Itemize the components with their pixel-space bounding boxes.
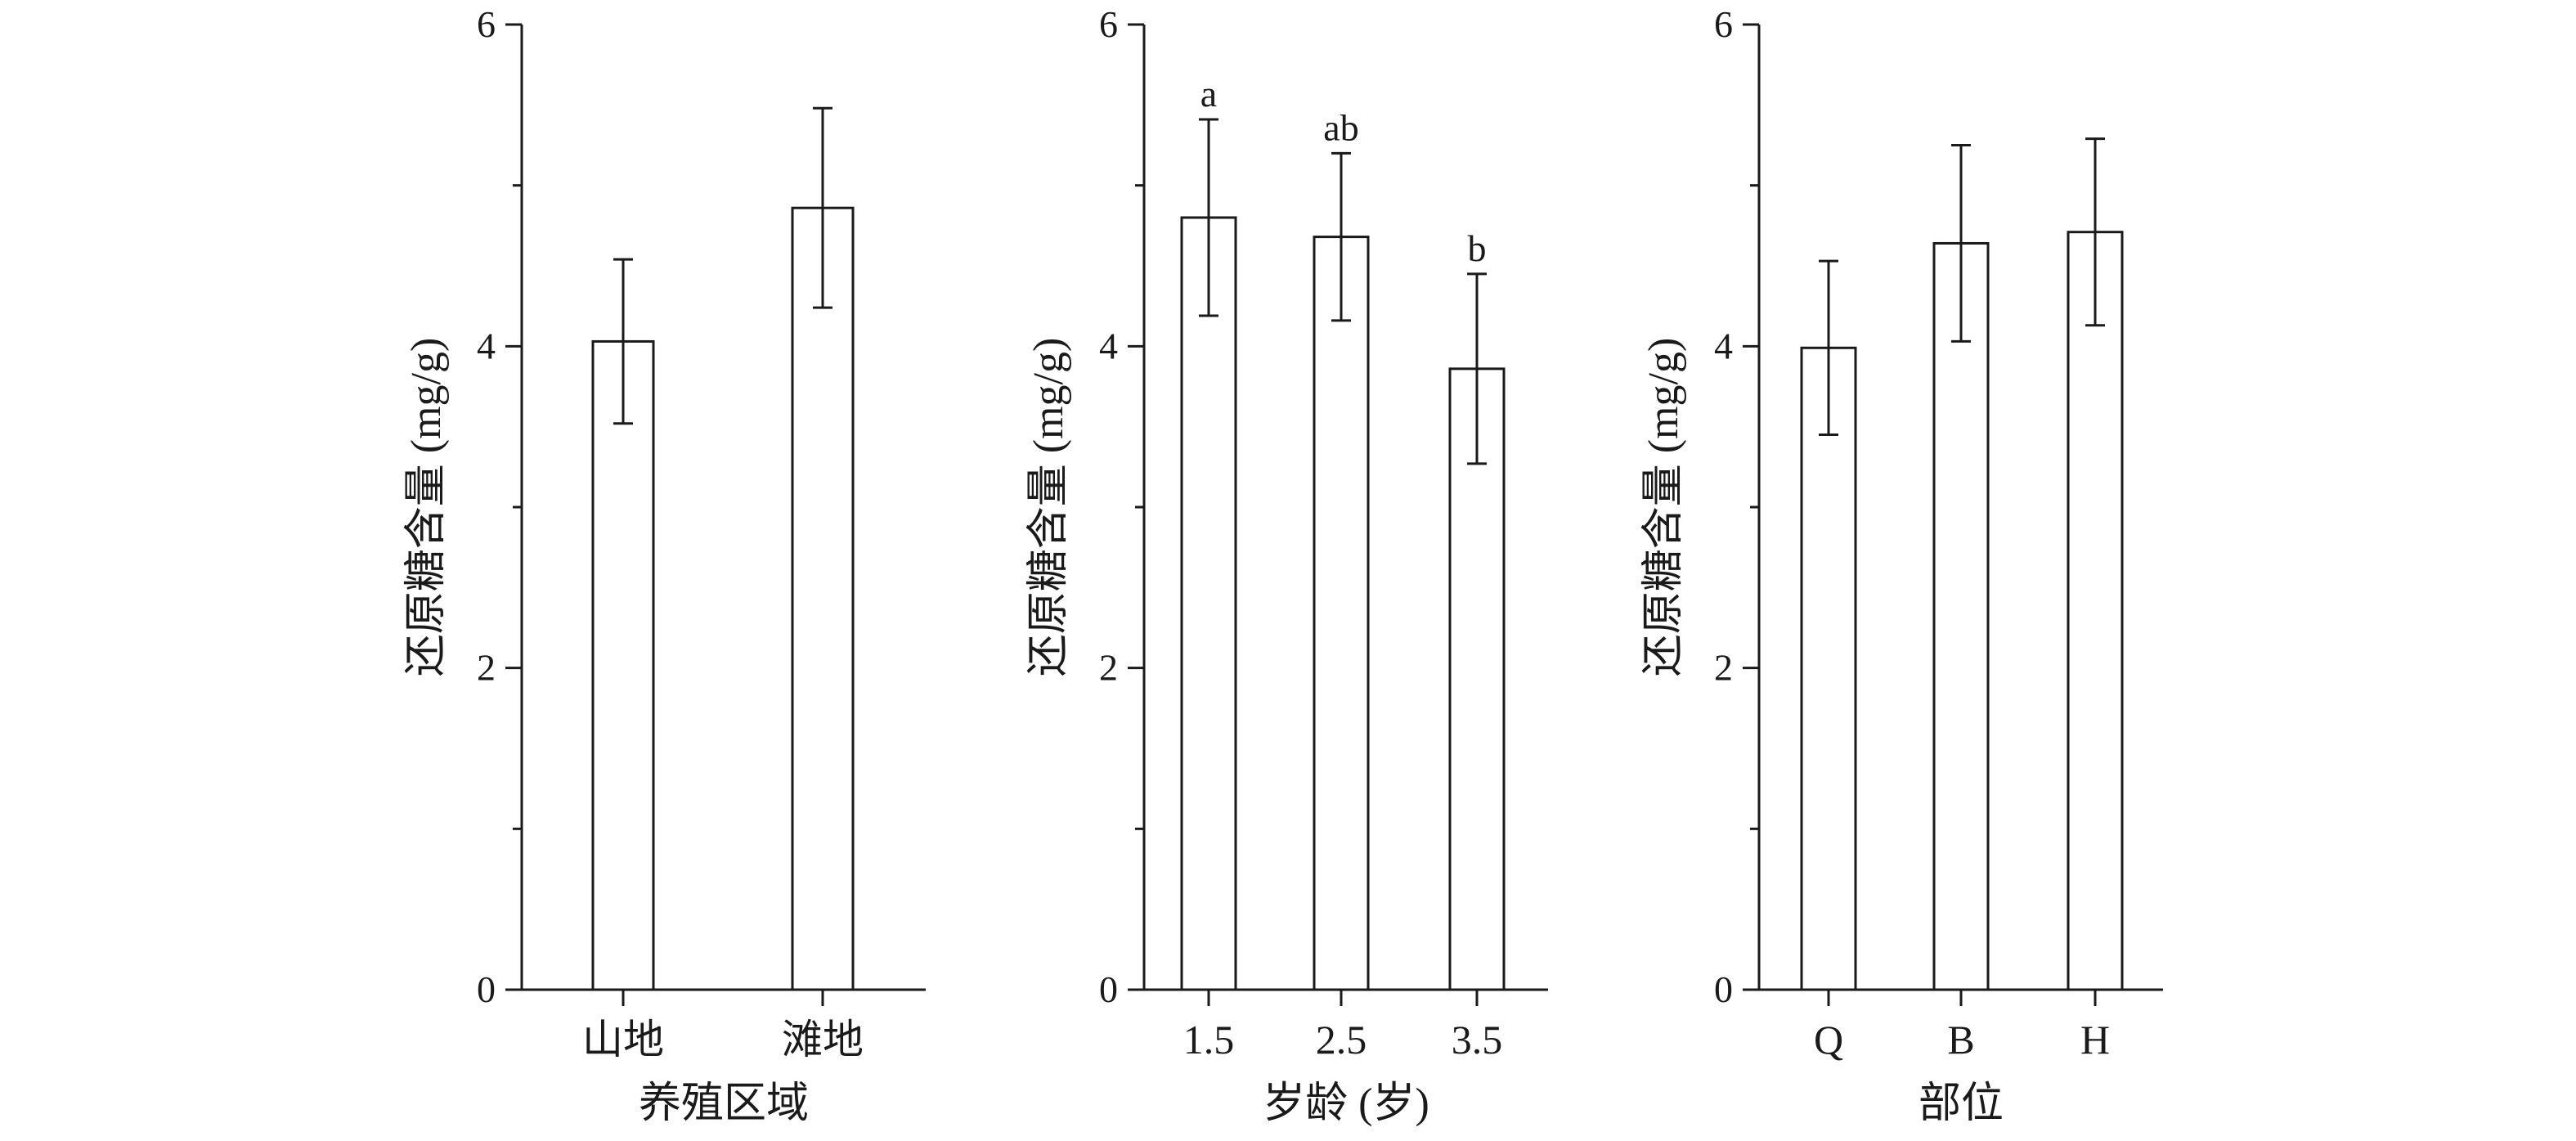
- bar: [591, 339, 655, 991]
- y-tick-label: 4: [1714, 325, 1733, 366]
- significance-letter: b: [1468, 227, 1487, 269]
- y-tick-label: 0: [477, 968, 496, 1010]
- x-axis-title: 岁龄 (岁): [1263, 1080, 1429, 1127]
- chart-panel-age: 0 2 4 6 1.5 a 2.5 ab 3.5 b 岁龄 (岁) 还原糖含量 (mg/g): [1025, 3, 1548, 1127]
- y-tick-label: 2: [1714, 647, 1733, 689]
- x-tick-label: 山地: [582, 1017, 664, 1062]
- y-tick-label: 0: [1099, 968, 1118, 1010]
- x-tick-label: 2.5: [1316, 1017, 1367, 1062]
- bar: [1313, 236, 1370, 991]
- y-axis-title: 还原糖含量 (mg/g): [1025, 338, 1072, 677]
- x-tick-label: 1.5: [1183, 1017, 1235, 1062]
- y-axis-title: 还原糖含量 (mg/g): [403, 338, 450, 677]
- bar: [1932, 241, 1990, 991]
- y-tick-label: 4: [1099, 325, 1118, 366]
- y-tick-label: 2: [477, 647, 496, 689]
- x-tick-label: H: [2080, 1017, 2110, 1062]
- bar: [1800, 346, 1857, 991]
- significance-letter: a: [1200, 73, 1217, 115]
- y-tick-label: 6: [1099, 3, 1118, 45]
- y-tick-label: 6: [1714, 3, 1733, 45]
- x-tick-label: 3.5: [1452, 1017, 1503, 1062]
- x-axis-title: 部位: [1919, 1080, 2004, 1127]
- x-tick-label: B: [1947, 1017, 1974, 1062]
- x-tick-label: Q: [1814, 1017, 1843, 1062]
- bar: [1180, 216, 1237, 991]
- x-tick-label: 滩地: [782, 1017, 864, 1062]
- bar: [2067, 231, 2124, 991]
- x-axis-title: 养殖区域: [639, 1080, 809, 1127]
- y-tick-label: 0: [1714, 968, 1733, 1010]
- y-tick-label: 4: [477, 325, 496, 366]
- chart-panel-part: 0 2 4 6 Q B H 部位 还原糖含量 (mg/g): [1640, 3, 2163, 1127]
- bar: [791, 206, 855, 991]
- significance-letter: ab: [1323, 106, 1358, 148]
- y-axis-title: 还原糖含量 (mg/g): [1640, 338, 1687, 677]
- y-tick-label: 6: [477, 3, 496, 45]
- y-tick-label: 2: [1099, 647, 1118, 689]
